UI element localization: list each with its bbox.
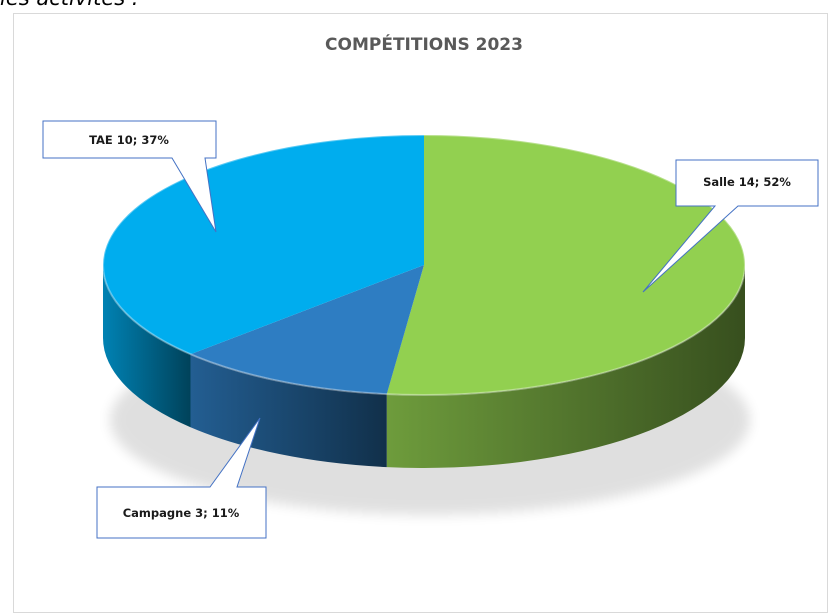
callout-tae-shape [42,120,217,233]
pie-side-tae [103,265,191,428]
pie-side-salle [386,265,745,468]
callout-salle: Salle 14; 52% [642,159,819,293]
chart-title: COMPÉTITIONS 2023 [325,33,523,55]
callout-salle-shape [642,159,819,293]
pie-rim-highlight [102,134,746,396]
pie-slice-salle [386,135,746,395]
pie-sides [103,265,745,468]
callout-campagne-shape [96,417,267,539]
data-label-salle: Salle 14; 52% [703,175,791,189]
pie-slice-tae [102,135,424,355]
data-label-tae: TAE 10; 37% [89,133,169,147]
pie-side-campagne [190,354,387,468]
pie-tops [102,134,746,396]
callout-tae: TAE 10; 37% [42,120,217,233]
callout-campagne: Campagne 3; 11% [96,417,267,539]
pie-slice-campagne [190,265,424,395]
data-label-campagne: Campagne 3; 11% [123,506,240,520]
page-fragment-text: les activités : [0,0,139,10]
